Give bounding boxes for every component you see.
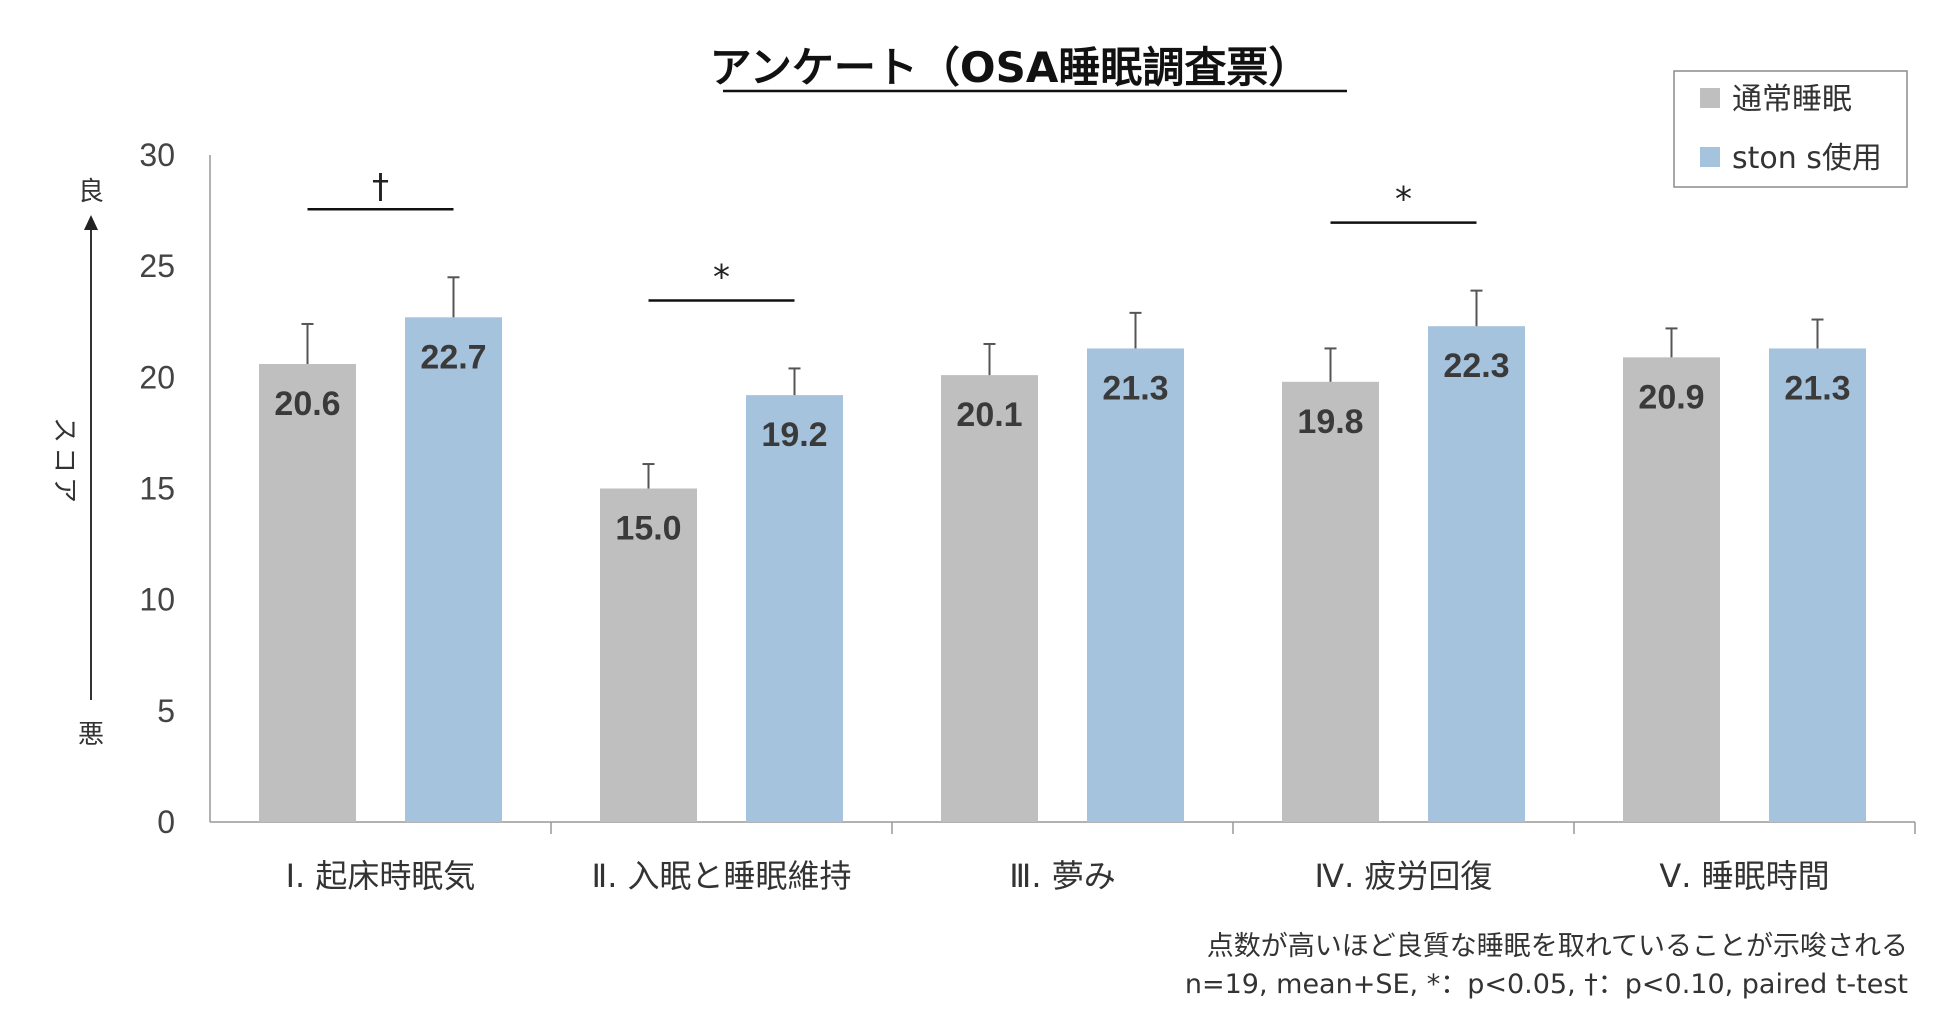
value-label-ston-4: 22.3 xyxy=(1443,347,1509,385)
value-label-normal-2: 15.0 xyxy=(615,510,681,548)
bar-normal-2 xyxy=(600,488,697,822)
y-tick-label-5: 5 xyxy=(157,693,175,729)
y-tick-label-30: 30 xyxy=(139,137,175,173)
y-direction-arrow-head xyxy=(84,215,98,230)
bar-normal-5 xyxy=(1623,357,1720,822)
y-tick-label-15: 15 xyxy=(139,471,175,507)
significance-markers: † * * xyxy=(307,166,1477,302)
bars xyxy=(259,317,1866,822)
value-label-normal-4: 19.8 xyxy=(1297,403,1363,441)
value-label-ston-5: 21.3 xyxy=(1784,369,1850,407)
legend-swatch-ston xyxy=(1700,147,1720,167)
category-labels: Ⅰ. 起床時眠気 Ⅱ. 入眠と睡眠維持 Ⅲ. 夢み Ⅳ. 疲労回復 Ⅴ. 睡眠時間 xyxy=(286,857,1830,895)
significance-mark-4: * xyxy=(1395,180,1412,220)
bar-ston-1 xyxy=(405,317,502,822)
y-tick-labels: 0 5 10 15 20 25 30 xyxy=(139,137,175,840)
legend: 通常睡眠 ston s使用 xyxy=(1673,70,1908,188)
category-label-4: Ⅳ. 疲労回復 xyxy=(1315,857,1493,895)
value-label-normal-3: 20.1 xyxy=(956,396,1022,434)
bar-normal-1 xyxy=(259,363,356,822)
significance-mark-1: † xyxy=(372,166,389,206)
y-tick-label-20: 20 xyxy=(139,359,175,395)
value-label-normal-1: 20.6 xyxy=(274,385,340,423)
value-label-ston-2: 19.2 xyxy=(761,416,827,454)
chart-title: アンケート（OSA睡眠調査票） xyxy=(710,43,1311,92)
value-label-ston-3: 21.3 xyxy=(1102,369,1168,407)
legend-label-normal: 通常睡眠 xyxy=(1732,82,1852,117)
y-tick-label-25: 25 xyxy=(139,248,175,284)
y-top-label: 良 xyxy=(78,177,104,207)
footnote-statistics: n=19, mean+SE, *：p<0.05, †：p<0.10, paire… xyxy=(1185,969,1908,1000)
category-label-3: Ⅲ. 夢み xyxy=(1009,857,1115,895)
error-bars xyxy=(301,276,1824,489)
category-label-1: Ⅰ. 起床時眠気 xyxy=(286,857,476,895)
category-label-2: Ⅱ. 入眠と睡眠維持 xyxy=(591,857,851,895)
y-bottom-label: 悪 xyxy=(78,720,104,750)
x-category-ticks xyxy=(550,822,1916,834)
legend-swatch-normal xyxy=(1700,88,1720,108)
category-label-5: Ⅴ. 睡眠時間 xyxy=(1659,857,1829,895)
legend-label-ston: ston s使用 xyxy=(1732,141,1882,176)
bar-ston-5 xyxy=(1769,348,1866,822)
y-axis-title: スコア xyxy=(49,417,79,507)
bar-ston-4 xyxy=(1428,326,1525,822)
significance-mark-2: * xyxy=(713,257,730,297)
bar-normal-3 xyxy=(941,375,1038,822)
value-label-ston-1: 22.7 xyxy=(420,338,486,376)
bar-ston-2 xyxy=(746,395,843,822)
footnote-interpretation: 点数が高いほど良質な睡眠を取れていることが示唆される xyxy=(1207,931,1908,962)
value-label-normal-5: 20.9 xyxy=(1638,378,1704,416)
bar-ston-3 xyxy=(1087,348,1184,822)
y-tick-label-0: 0 xyxy=(157,804,175,840)
bar-normal-4 xyxy=(1282,381,1379,822)
y-tick-label-10: 10 xyxy=(139,582,175,618)
value-labels: 20.6 22.7 15.0 19.2 20.1 21.3 19.8 22.3 20.9 21.3 xyxy=(274,338,1850,547)
